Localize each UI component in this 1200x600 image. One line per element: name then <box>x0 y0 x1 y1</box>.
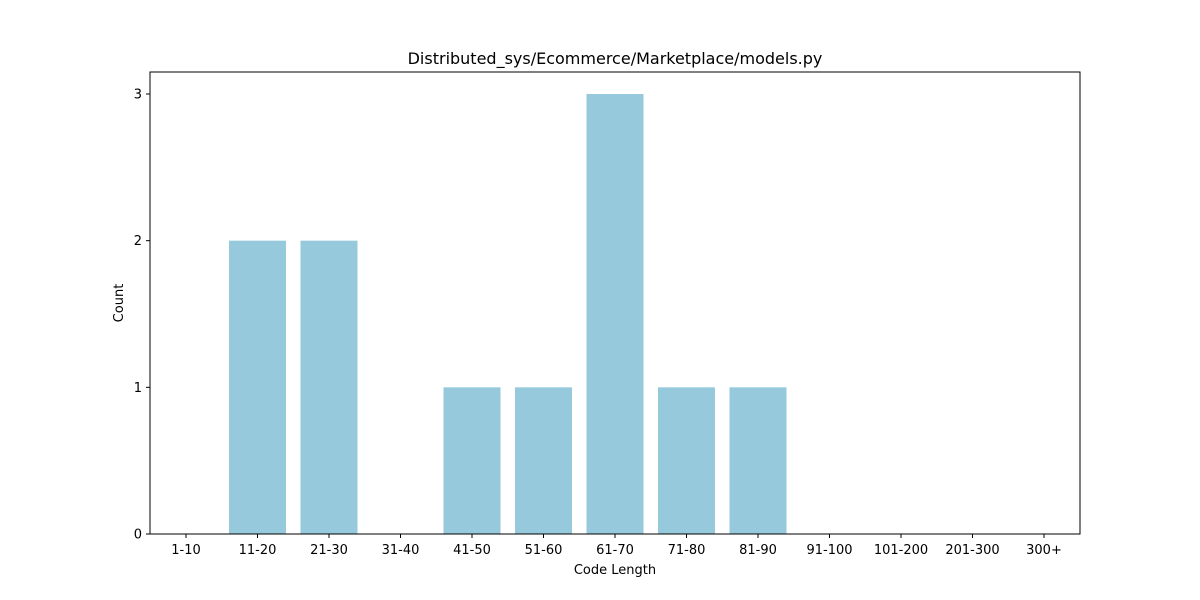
bar-41-50 <box>443 387 501 534</box>
x-tick-label: 11-20 <box>239 543 277 558</box>
bar-61-70 <box>586 94 644 534</box>
x-tick-label: 61-70 <box>596 543 634 558</box>
x-tick-label: 21-30 <box>310 543 348 558</box>
chart-title: Distributed_sys/Ecommerce/Marketplace/mo… <box>408 49 823 69</box>
x-tick-label: 51-60 <box>525 543 563 558</box>
y-axis-label: Count <box>112 284 127 323</box>
y-tick-label: 0 <box>134 528 142 543</box>
bars-group <box>229 94 787 535</box>
x-tick-label: 31-40 <box>382 543 420 558</box>
x-tick-label: 71-80 <box>668 543 706 558</box>
bar-11-20 <box>229 240 286 535</box>
x-tick-label: 201-300 <box>945 543 999 558</box>
x-tick-label: 41-50 <box>453 543 491 558</box>
x-tick-label: 81-90 <box>739 543 777 558</box>
x-tick-label: 300+ <box>1026 543 1062 558</box>
bar-71-80 <box>658 387 715 534</box>
x-axis-label: Code Length <box>574 563 656 578</box>
bar-51-60 <box>515 387 572 534</box>
bar-81-90 <box>729 387 787 534</box>
bar-21-30 <box>300 240 358 535</box>
x-axis: 1-10 11-20 21-30 31-40 41-50 51-60 61-70 71-80 8… <box>171 534 1062 558</box>
y-tick-label: 1 <box>134 381 142 396</box>
x-tick-label: 101-200 <box>874 543 928 558</box>
x-tick-label: 91-100 <box>806 543 852 558</box>
y-tick-label: 2 <box>134 234 142 249</box>
y-axis: 0 1 2 3 <box>134 88 150 543</box>
y-tick-label: 3 <box>134 88 142 103</box>
x-tick-label: 1-10 <box>171 543 201 558</box>
